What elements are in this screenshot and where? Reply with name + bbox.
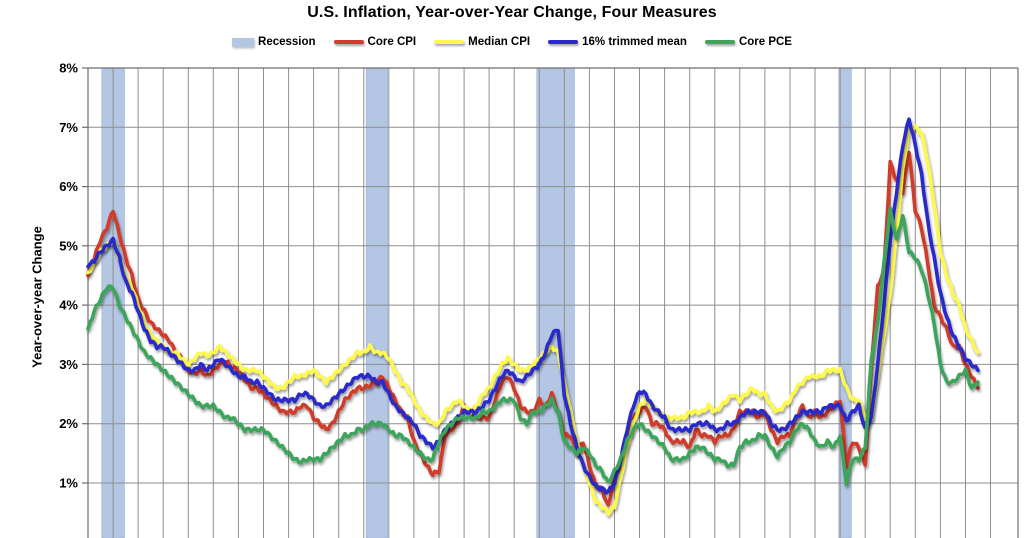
legend-item-core-cpi: Core CPI <box>333 36 417 48</box>
core-cpi-line-swatch-icon <box>333 39 364 45</box>
y-tick-label: 2% <box>59 416 78 431</box>
core-pce-line-swatch-icon <box>704 39 735 45</box>
plot-border <box>82 67 1019 538</box>
y-tick-label: 6% <box>59 179 78 194</box>
legend-label-trimmed-mean: 16% trimmed mean <box>582 36 687 48</box>
series-lines <box>86 117 980 517</box>
chart-legend: Recession Core CPI Median CPI 16% trimme… <box>0 36 1024 48</box>
16-trimmed-mean-series-line <box>86 117 980 495</box>
y-tick-label: 8% <box>59 61 78 76</box>
y-tick-label: 5% <box>59 238 78 253</box>
legend-item-core-pce: Core PCE <box>704 36 792 48</box>
legend-label-median-cpi: Median CPI <box>468 36 531 48</box>
recession-bands <box>101 67 852 538</box>
y-tick-label: 0% <box>59 535 78 538</box>
recession-band <box>536 67 575 538</box>
median-cpi-series-line <box>86 123 980 517</box>
legend-label-core-pce: Core PCE <box>738 36 792 48</box>
legend-item-recession: Recession <box>232 36 316 48</box>
trimmed-mean-line-swatch-icon <box>548 39 579 45</box>
y-tick-label: 4% <box>59 298 78 313</box>
chart-title: U.S. Inflation, Year-over-Year Change, F… <box>307 4 717 21</box>
recession-swatch-icon <box>232 37 255 47</box>
core-pce-series-line <box>86 206 980 487</box>
legend-item-median-cpi: Median CPI <box>434 36 530 48</box>
y-tick-label: 1% <box>59 476 78 491</box>
recession-band <box>365 67 388 538</box>
y-tick-label: 7% <box>59 120 78 135</box>
legend-label-core-cpi: Core CPI <box>367 36 417 48</box>
y-tick-label: 3% <box>59 357 78 372</box>
median-cpi-line-swatch-icon <box>434 39 465 45</box>
legend-item-trimmed-mean: 16% trimmed mean <box>548 36 687 48</box>
legend-label-recession: Recession <box>258 36 316 48</box>
y-axis-tick-labels: 8% 7% 6% 5% 4% 3% 2% 1% 0% <box>59 61 78 538</box>
